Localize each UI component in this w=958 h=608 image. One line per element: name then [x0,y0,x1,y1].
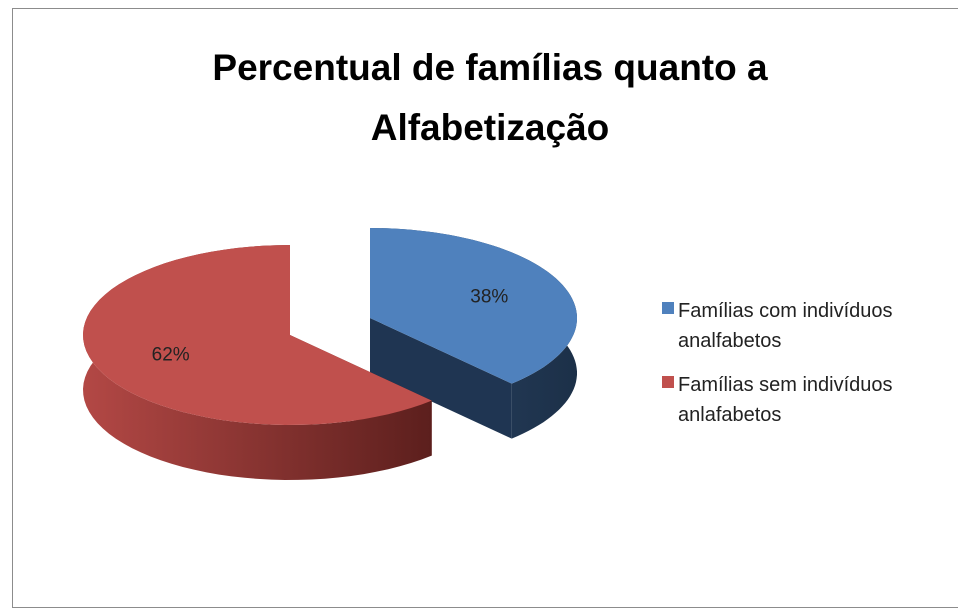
legend-swatch [662,376,674,388]
legend: Famílias com indivíduos analfabetos Famíl… [662,296,952,444]
chart: 38% 62% [83,228,577,480]
page: 38% 62% Percentual de famílias quanto a A… [12,8,958,608]
data-label: 38% [470,286,508,307]
data-label: 62% [152,345,190,366]
legend-swatch [662,302,674,314]
slice [370,228,577,439]
chart-title: Percentual de famílias quanto a Alfabeti… [212,47,768,148]
slice-cut-face [370,318,512,439]
legend-label: Famílias sem indivíduos anlafabetos [678,374,893,426]
legend-label: Famílias com indivíduos analfabetos [678,300,893,352]
legend-entry: Famílias com indivíduos analfabetos [662,296,952,356]
slice [83,245,432,480]
legend-entry: Famílias sem indivíduos anlafabetos [662,370,952,430]
slice-top [370,228,577,384]
slice-top [83,245,432,425]
